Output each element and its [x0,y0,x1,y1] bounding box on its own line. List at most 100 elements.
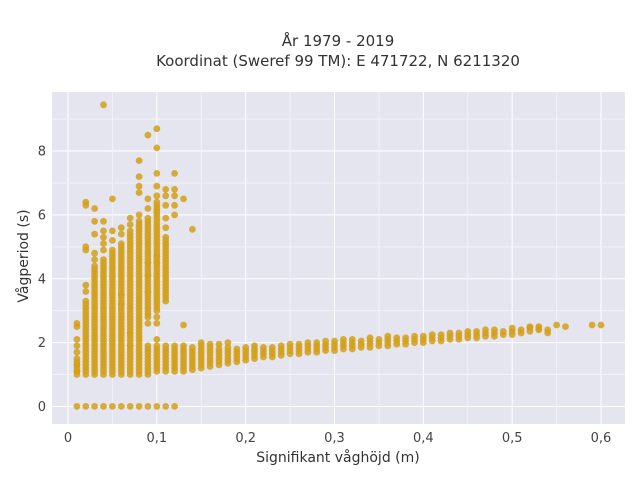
data-point [491,326,498,334]
data-point [473,328,480,335]
data-point [206,340,214,348]
data-point [153,192,161,200]
data-point [91,256,98,263]
data-point [82,246,90,254]
data-point [144,205,152,212]
data-point [153,198,161,206]
data-point [135,157,143,165]
data-point [464,328,472,335]
data-point [277,342,285,350]
x-tick-label: 0,4 [413,431,434,446]
data-point [455,329,463,337]
data-point [171,192,179,200]
data-point [153,313,161,321]
data-point [251,342,258,350]
data-point [162,224,170,232]
data-point [144,342,152,350]
y-axis-ticks: 0 2 4 6 8 [38,145,46,415]
data-point [162,192,170,200]
data-point [126,342,134,350]
x-tick-label: 0,1 [146,431,167,446]
data-point [135,211,143,219]
data-point [100,217,107,225]
y-tick-label: 0 [38,400,46,415]
data-point [100,246,107,254]
data-point [153,125,161,133]
data-point [73,342,81,350]
data-point [197,339,205,346]
data-point [100,403,107,410]
data-point [91,403,98,410]
data-point [171,342,179,350]
x-tick-label: 0,5 [502,431,523,446]
data-point [73,367,81,375]
data-point [517,326,525,334]
data-point [82,281,90,289]
x-tick-label: 0,3 [324,431,345,446]
data-point [153,342,161,350]
data-point [482,326,489,334]
data-point [144,272,152,279]
data-point [171,186,179,193]
data-point [428,331,436,338]
x-tick-label: 0 [64,431,72,446]
data-point [224,344,232,351]
data-point [215,340,223,348]
data-point [162,403,170,410]
data-point [144,131,152,139]
data-point [153,403,161,410]
data-point [117,403,125,410]
x-tick-label: 0,2 [235,431,256,446]
data-point [73,323,81,330]
data-point [144,195,152,203]
data-point [109,249,116,257]
data-point [144,313,152,321]
data-point [162,233,170,241]
data-point [91,230,98,238]
data-point [162,186,170,193]
data-point [384,332,392,340]
data-point [100,227,107,235]
data-point [180,195,187,203]
data-point [135,217,143,225]
data-point [100,233,107,241]
data-point [348,336,356,343]
data-point [366,334,374,342]
data-point [73,348,81,356]
y-tick-label: 4 [38,272,46,287]
data-point [73,336,81,343]
data-point [544,326,552,334]
data-point [597,321,605,329]
data-point [126,329,134,337]
data-point [322,337,329,345]
data-point [526,323,534,330]
y-tick-label: 8 [38,145,46,160]
data-point [91,249,98,257]
data-point [153,320,161,327]
data-point [153,259,161,267]
data-point [82,297,90,305]
data-point [153,336,161,343]
data-point [144,403,152,410]
data-point [588,321,596,329]
data-point [91,217,98,225]
data-point [295,340,303,348]
data-point [100,240,107,248]
data-point [508,324,516,332]
data-point [162,214,170,222]
data-point [73,403,81,410]
data-point [304,339,312,346]
data-point [153,253,161,260]
y-tick-label: 6 [38,208,46,223]
data-point [91,205,98,212]
x-tick-label: 0,6 [591,431,612,446]
data-point [171,170,179,177]
data-point [419,332,427,340]
data-point [135,182,143,190]
data-point [171,403,179,410]
data-point [144,214,152,222]
data-point [171,211,179,219]
data-point [215,345,223,353]
